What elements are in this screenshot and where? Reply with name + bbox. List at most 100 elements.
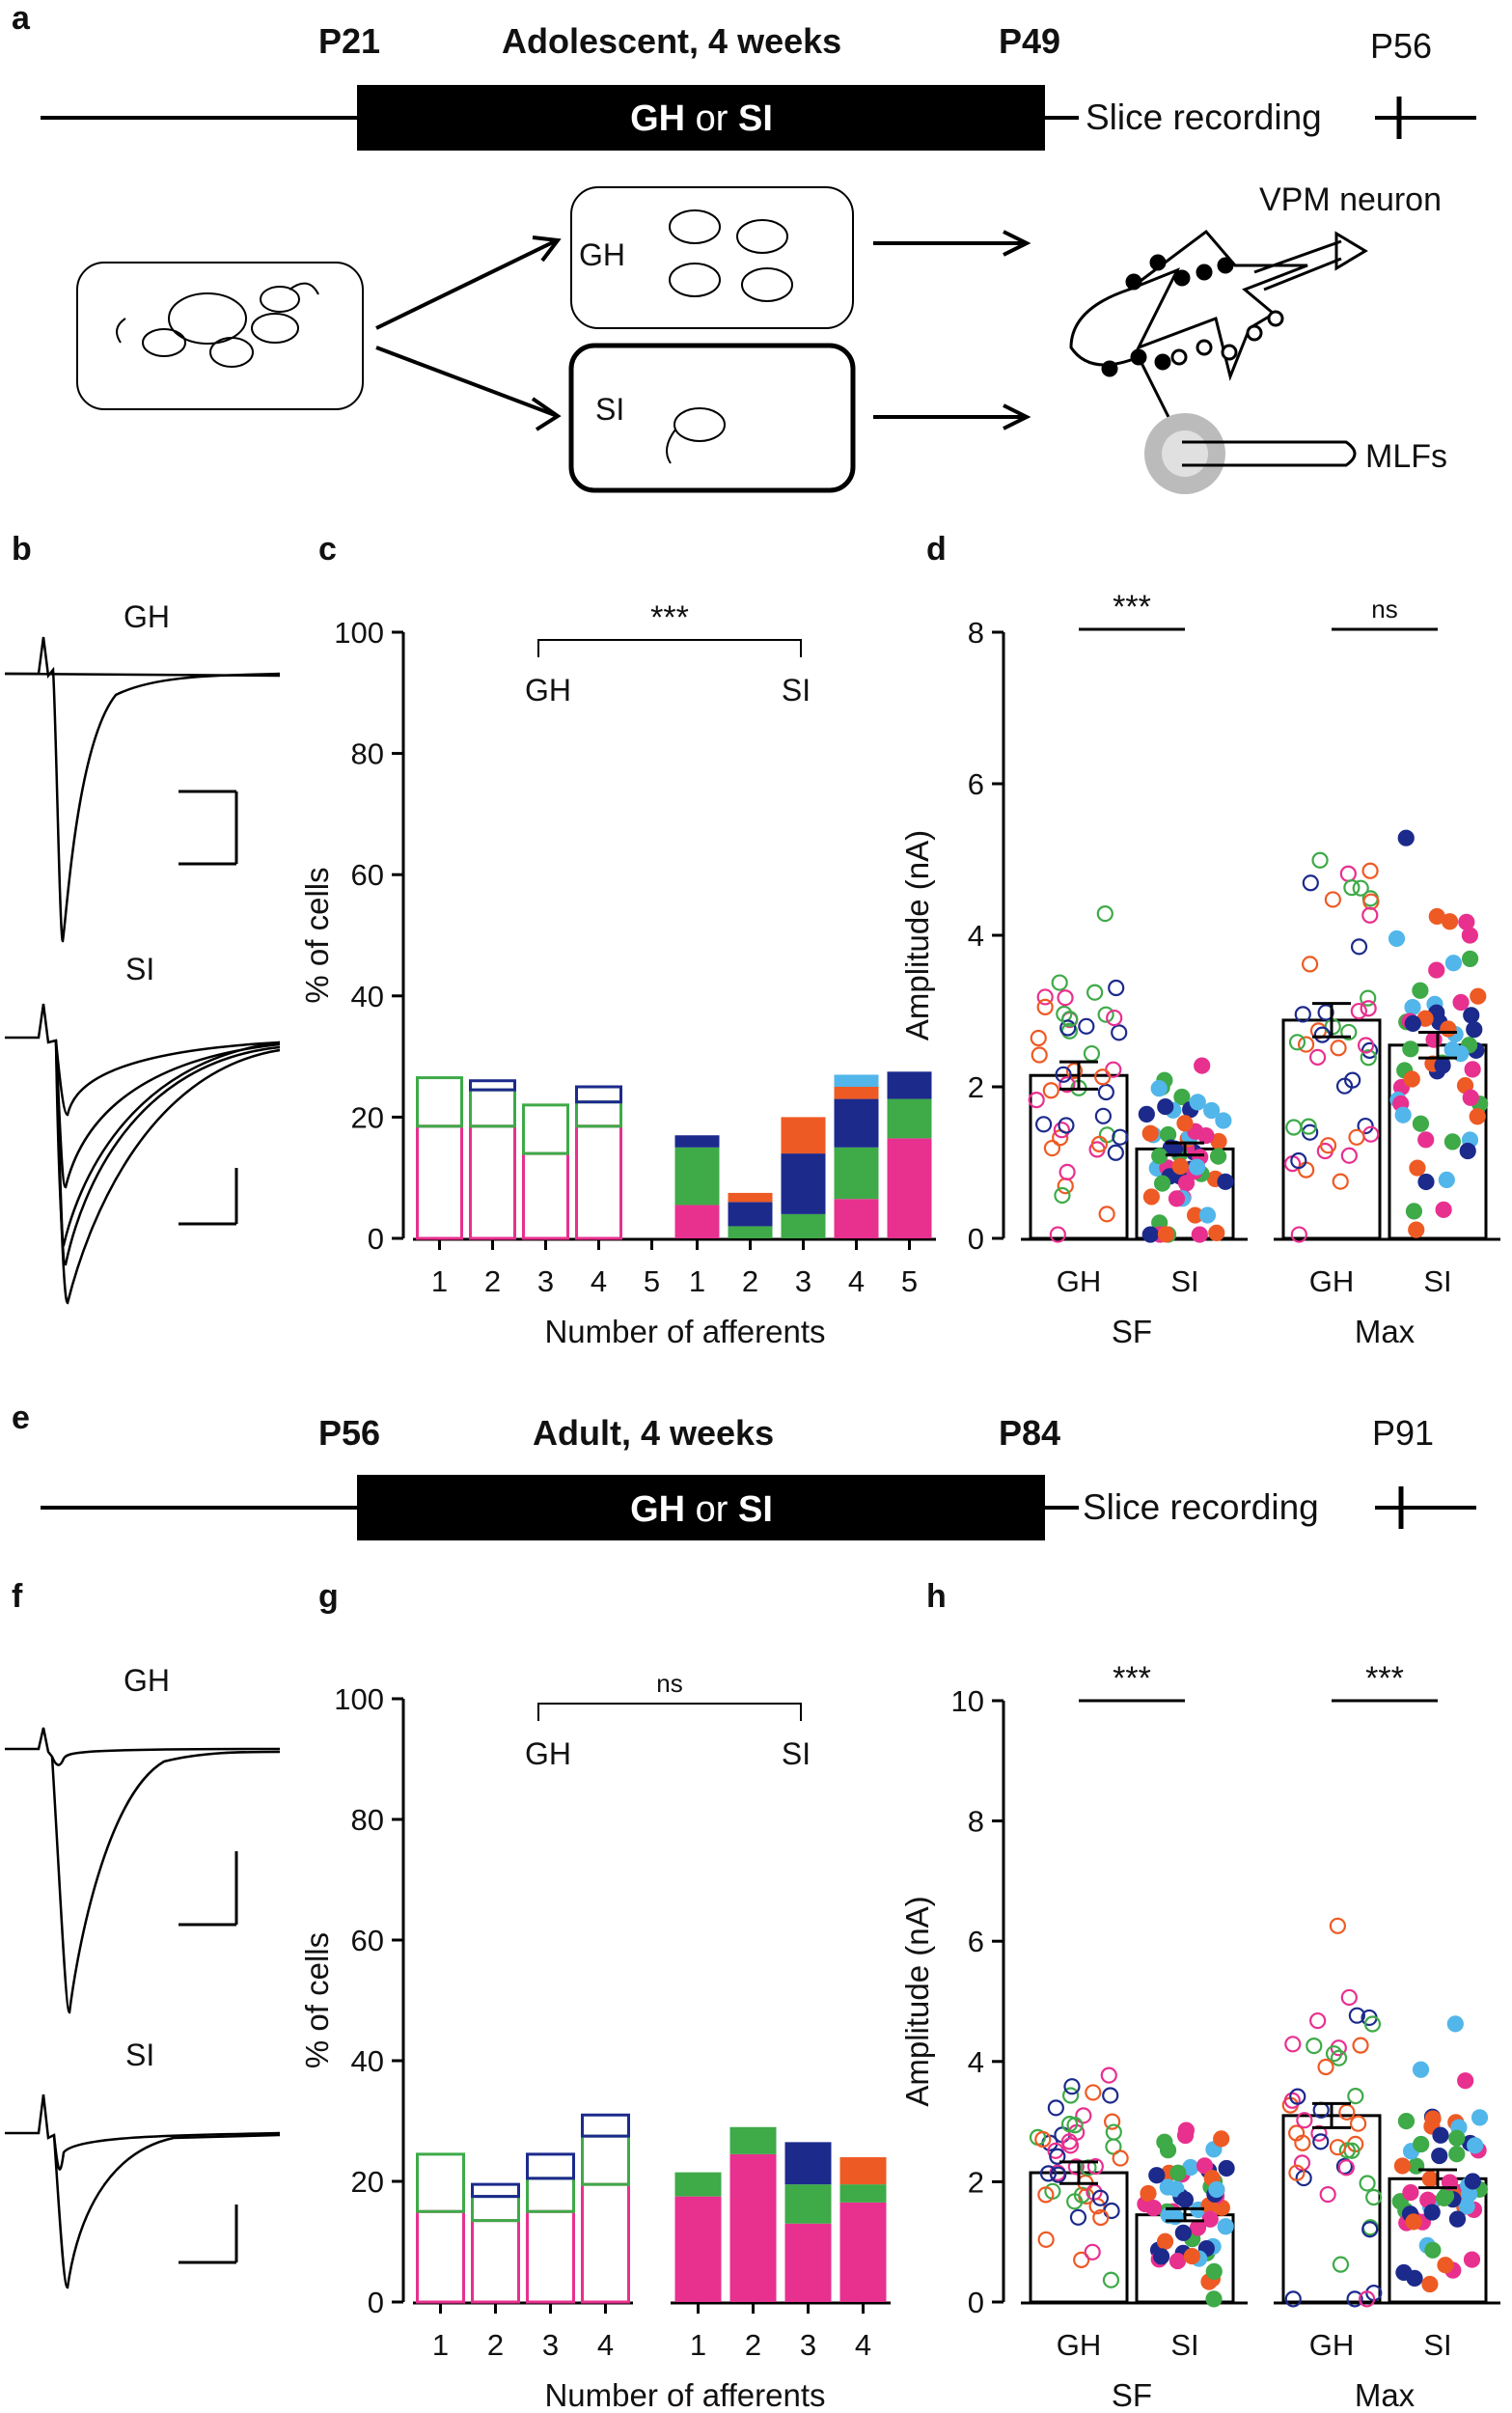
data-point (1412, 982, 1429, 999)
mean-bar (1281, 2114, 1382, 2304)
data-point (1028, 1092, 1045, 1109)
x-tick-label: SI (1170, 2328, 1198, 2362)
data-point (1156, 2233, 1174, 2250)
treatment-bar (357, 1475, 1045, 1540)
timeline-a: P21 Adolescent, 4 weeks P49 P56 GH or SI… (41, 21, 1476, 151)
data-point (1057, 989, 1074, 1007)
data-point (1288, 2164, 1306, 2181)
data-point (1417, 1173, 1435, 1191)
x-tick-label: GH (1309, 1264, 1355, 1298)
bar-segment (784, 2142, 832, 2185)
data-point (1086, 2157, 1104, 2176)
y-tick-label: 8 (968, 1805, 984, 1839)
data-point (1217, 2218, 1234, 2235)
data-point (1290, 1151, 1307, 1170)
data-point (1061, 2087, 1080, 2104)
panel-label-a: a (12, 0, 31, 37)
bar-segment (839, 2184, 887, 2203)
data-point (1421, 2170, 1439, 2188)
bar-segment (781, 1213, 826, 1238)
data-point (1112, 1128, 1129, 1146)
data-point (1461, 950, 1479, 967)
y-tick-label: 60 (351, 858, 384, 892)
bar-segment (839, 2157, 887, 2185)
data-point (1470, 987, 1487, 1005)
data-point (1329, 2139, 1347, 2156)
bar-segment (526, 2152, 575, 2180)
panel-label-d: d (926, 531, 947, 568)
bar-segment (834, 1074, 879, 1087)
trace-label-gh: GH (124, 1663, 170, 1698)
gh-cage (570, 186, 854, 329)
treatment-bar-label: GH or SI (630, 98, 773, 139)
data-point (1349, 2115, 1367, 2132)
data-point (1458, 913, 1475, 930)
significance-bracket (537, 639, 802, 657)
y-tick-label: 20 (351, 1100, 384, 1134)
mean-bar (1281, 1018, 1382, 1240)
x-tick-label: 2 (745, 2328, 761, 2362)
group-label: Max (1355, 1314, 1416, 1349)
data-point (1297, 1036, 1315, 1053)
data-point (1393, 2157, 1411, 2175)
significance-label: ns (1371, 595, 1397, 624)
data-point (1306, 2037, 1323, 2055)
data-point (1412, 2061, 1430, 2078)
trace-panel-f: GH SI (5, 1663, 281, 2289)
data-point (1108, 979, 1125, 997)
data-point (1097, 1083, 1114, 1101)
significance-label: ns (656, 1669, 682, 1698)
bar-segment (781, 1153, 826, 1214)
x-tick-label: GH (1057, 2328, 1102, 2362)
data-point (1357, 1117, 1374, 1135)
bar-segment (575, 1085, 622, 1104)
data-point (1085, 2084, 1102, 2101)
y-tick-label: 6 (968, 767, 984, 801)
data-point (1036, 988, 1054, 1006)
data-point (1188, 1158, 1206, 1176)
data-point (1424, 2241, 1442, 2259)
bar-label-or: or (685, 98, 738, 139)
data-point (1086, 984, 1104, 1001)
data-point (1448, 2129, 1466, 2147)
data-point (1317, 2058, 1334, 2076)
x-tick-label: 2 (487, 2328, 504, 2362)
panel-label-c: c (318, 531, 337, 568)
data-point (1352, 2037, 1369, 2054)
data-point (1091, 2189, 1110, 2206)
neuron-icon (1069, 229, 1368, 475)
panel-label-f: f (12, 1578, 23, 1615)
data-point (1360, 1000, 1377, 1017)
data-point (1112, 2150, 1129, 2167)
data-point (1084, 2243, 1101, 2260)
bar-segment (416, 1076, 463, 1128)
panel-label-b: b (12, 531, 32, 568)
trace-si (5, 2094, 281, 2171)
data-point (1160, 1125, 1177, 1144)
data-point (1302, 874, 1319, 892)
bar-segment (674, 1135, 720, 1148)
data-point (1049, 2148, 1066, 2165)
x-tick-label: 1 (689, 1264, 705, 1298)
scale-bar (179, 1168, 238, 1226)
data-point (1030, 1029, 1047, 1047)
data-point (1464, 1061, 1481, 1078)
data-point (1171, 1157, 1189, 1176)
y-tick-label: 2 (968, 2165, 984, 2199)
x-tick-label: 3 (800, 2328, 816, 2362)
bar-segment (839, 2202, 887, 2302)
data-point (1452, 993, 1470, 1012)
data-point (1058, 1076, 1076, 1094)
data-point (1106, 1009, 1123, 1027)
y-tick-label: 80 (351, 1803, 384, 1837)
x-tick-label: 1 (690, 2328, 706, 2362)
y-tick-label: 4 (968, 2045, 984, 2079)
data-point (1051, 974, 1068, 991)
data-point (1459, 1142, 1476, 1160)
data-point (1141, 1226, 1159, 1243)
data-point (1283, 2092, 1301, 2109)
bar-segment (526, 2209, 575, 2304)
bar-segment (781, 1117, 826, 1154)
data-point (1066, 2117, 1084, 2134)
